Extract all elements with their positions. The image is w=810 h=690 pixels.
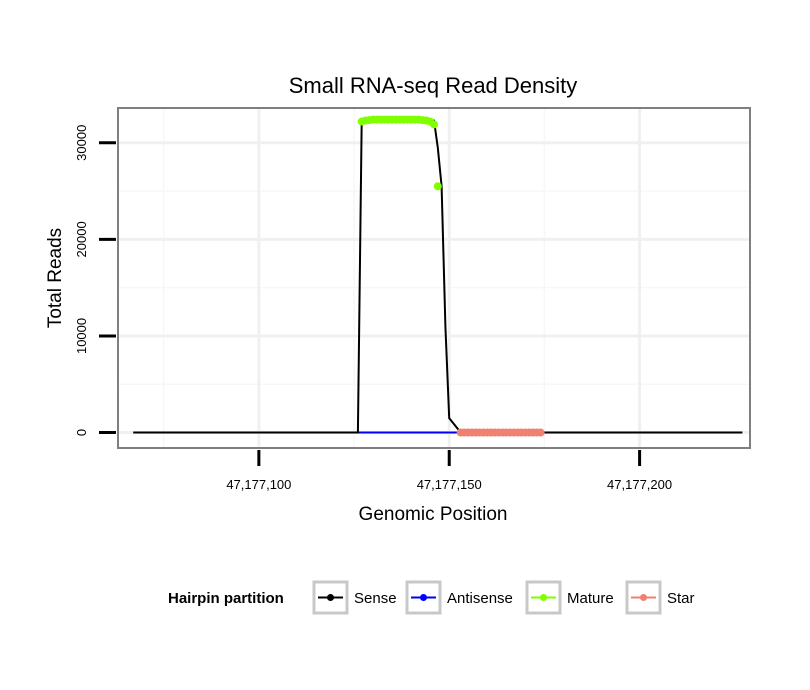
y-tick-label: 20000 [74,221,89,257]
x-axis: 47,177,100 47,177,150 47,177,200 [226,450,672,492]
x-axis-title: Genomic Position [359,504,508,525]
plot-panel [117,107,751,449]
legend-item-star: Star [625,580,695,615]
legend-key-dot [540,594,547,601]
chart-title: Small RNA-seq Read Density [289,73,578,98]
series-layer [133,115,743,437]
legend: Hairpin partition Sense Antisense Mature St… [168,580,695,615]
legend-item-sense: Sense [312,580,397,615]
legend-label: Star [667,590,695,607]
legend-key-dot [327,594,334,601]
y-axis: 0 10000 20000 30000 [74,125,116,436]
legend-label: Sense [354,590,397,607]
y-axis-title: Total Reads [45,228,66,328]
mature-point [433,182,442,191]
x-tick-label: 47,177,200 [607,477,672,492]
legend-item-mature: Mature [525,580,614,615]
y-tick-label: 10000 [74,318,89,354]
x-tick-label: 47,177,150 [417,477,482,492]
legend-key-dot [640,594,647,601]
legend-label: Mature [567,590,614,607]
y-tick-label: 0 [74,429,89,436]
legend-key-dot [420,594,427,601]
legend-label: Antisense [447,590,513,607]
legend-item-antisense: Antisense [405,580,513,615]
legend-title: Hairpin partition [168,590,284,607]
mature-point [430,120,438,129]
x-tick-label: 47,177,100 [226,477,291,492]
y-tick-label: 30000 [74,125,89,161]
sense-line [133,119,743,434]
star-point [536,428,545,437]
